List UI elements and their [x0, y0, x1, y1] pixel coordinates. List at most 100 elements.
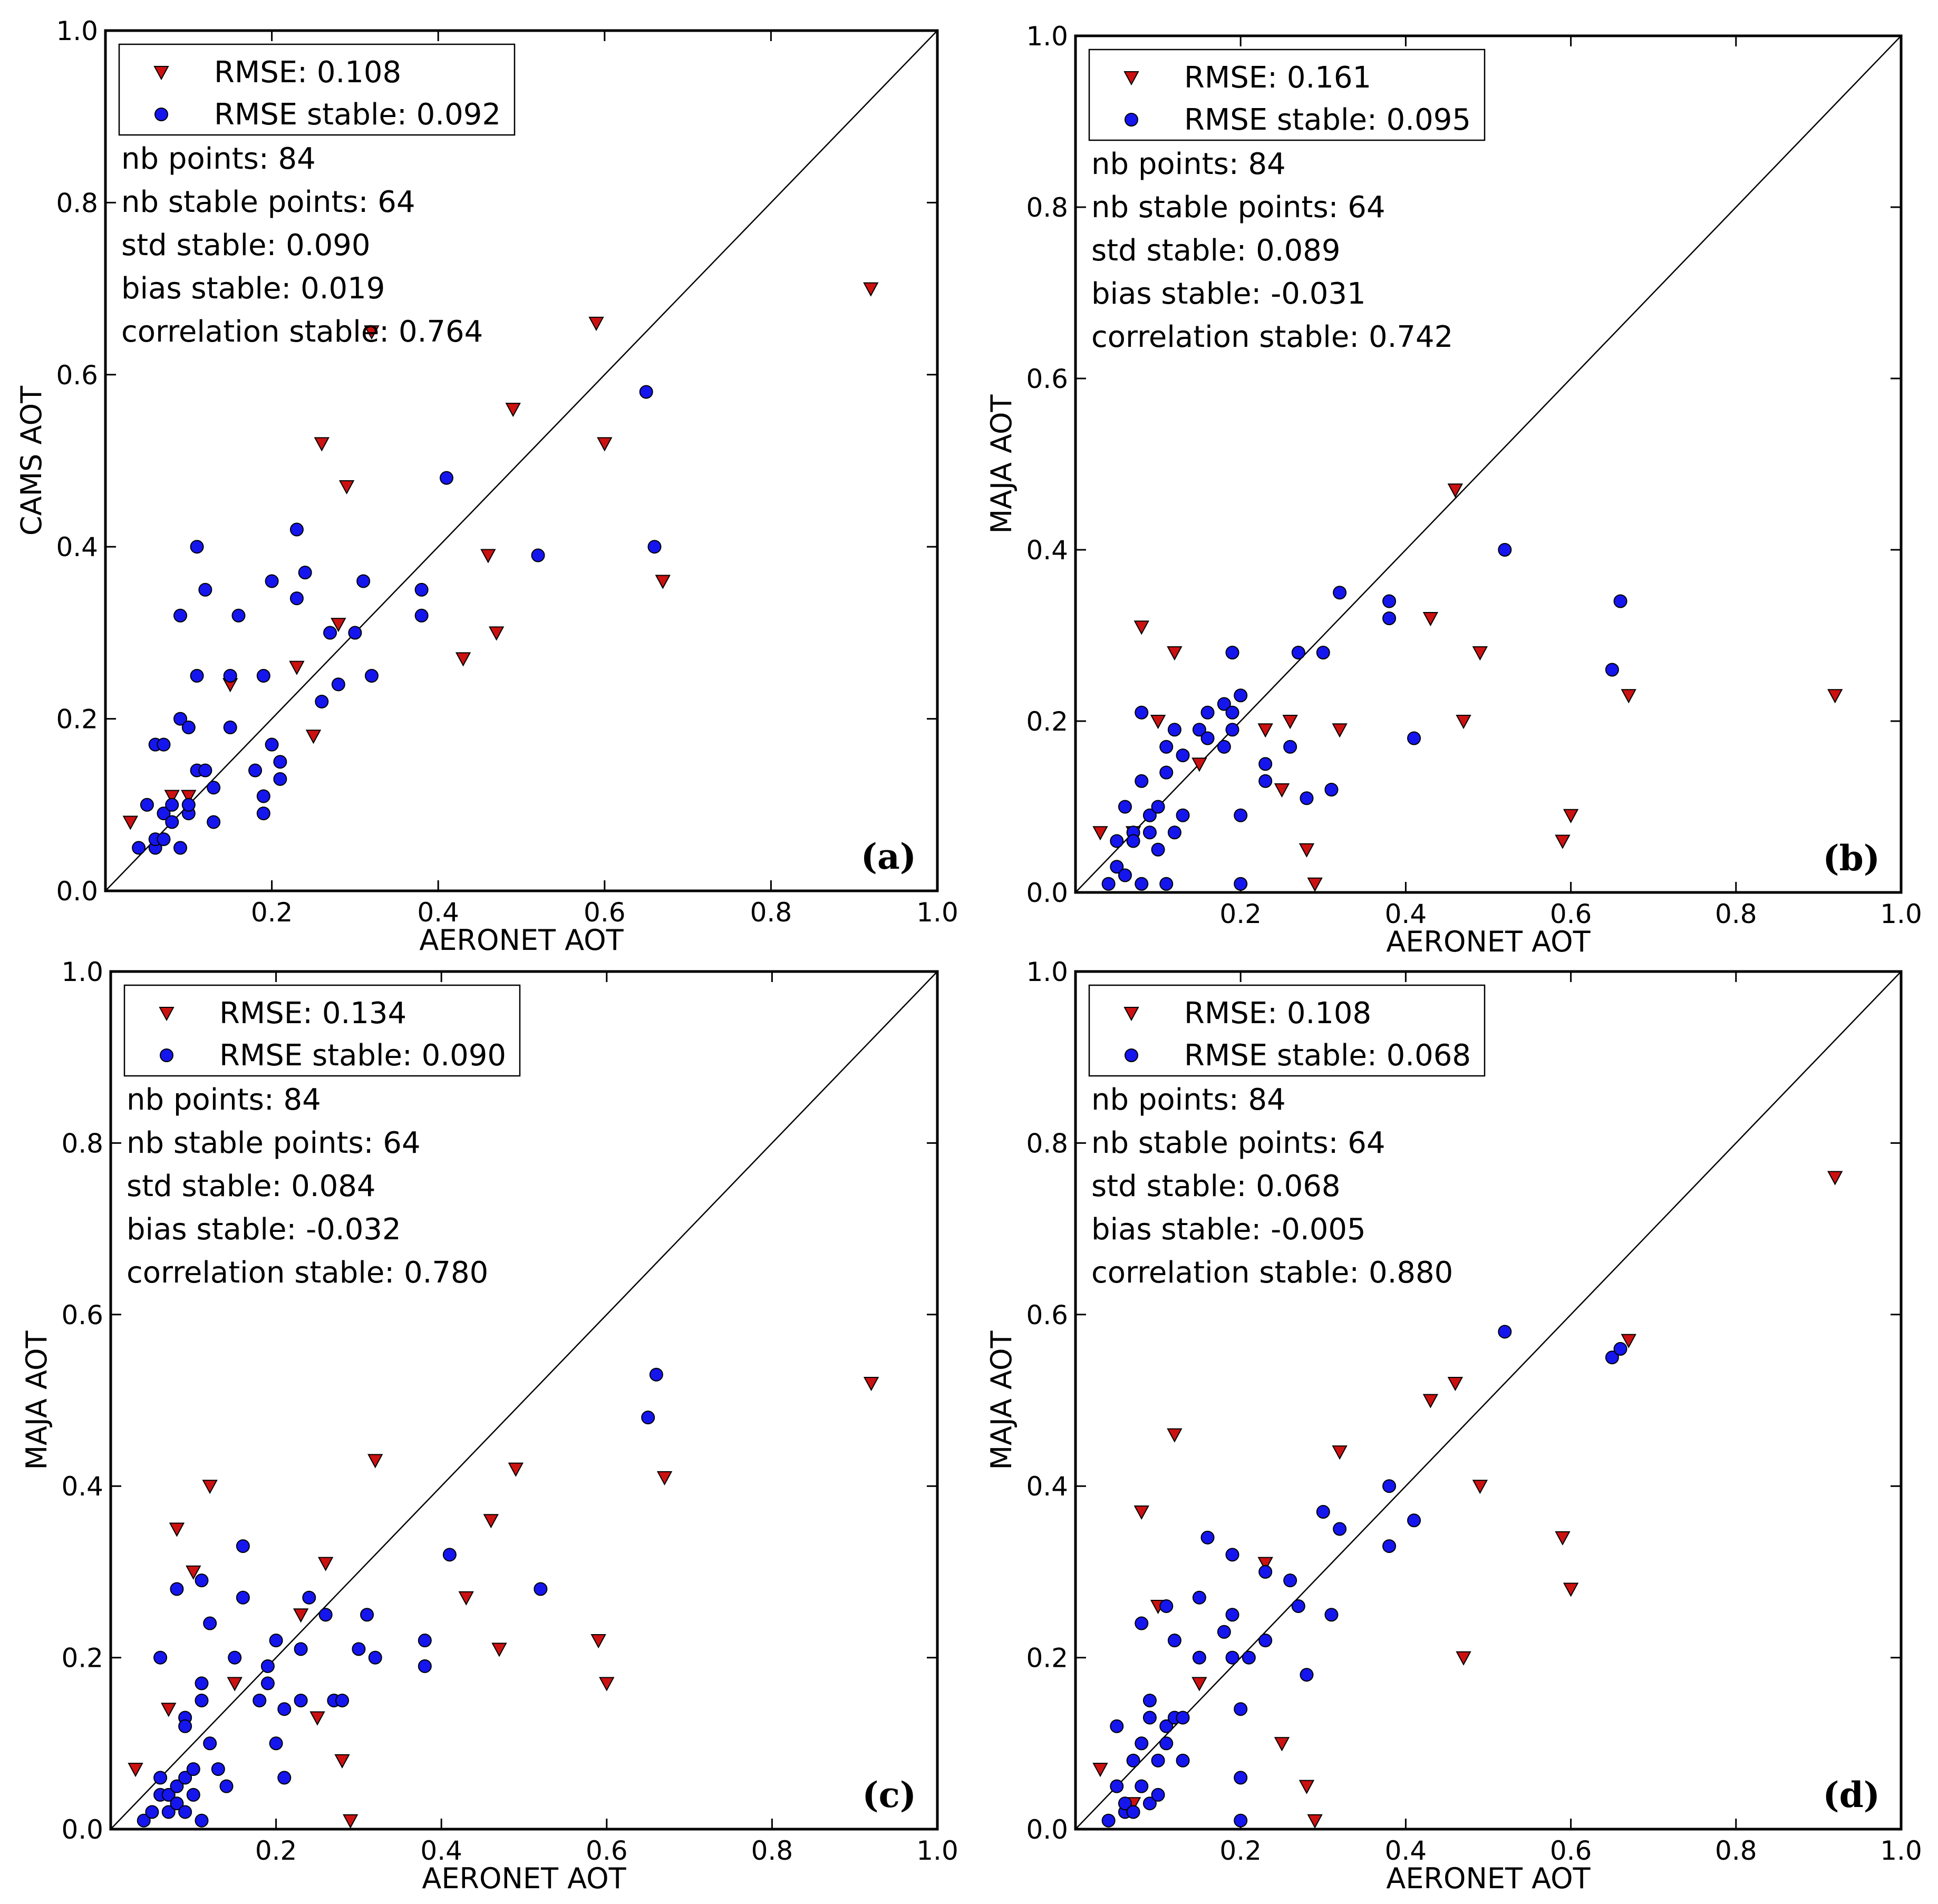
data-point-all — [181, 790, 197, 804]
data-point-stable — [137, 1813, 151, 1828]
data-point-stable — [195, 1813, 209, 1828]
data-point-stable — [1217, 697, 1231, 711]
data-point-all — [1299, 1780, 1315, 1794]
data-point-stable — [170, 1796, 184, 1811]
data-point-all — [1621, 689, 1636, 704]
data-point-stable — [1126, 1753, 1140, 1767]
data-point-stable — [190, 669, 204, 683]
data-point-stable — [356, 574, 371, 588]
data-point-stable — [153, 1650, 168, 1665]
stats-line: std stable: 0.089 — [1091, 234, 1340, 268]
data-point-stable — [1159, 1599, 1174, 1613]
data-point-all — [367, 1454, 383, 1469]
data-point-stable — [190, 540, 204, 554]
y-tick-label: 0.2 — [1026, 1643, 1068, 1674]
y-tick-label: 0.0 — [1026, 1814, 1068, 1845]
x-tick-label: 0.4 — [420, 1835, 462, 1866]
data-point-stable — [323, 626, 337, 640]
data-point-stable — [203, 1616, 217, 1630]
series-all — [128, 1376, 879, 1829]
x-axis-label: AERONET AOT — [1386, 925, 1591, 958]
data-point-stable — [1605, 663, 1619, 677]
data-point-stable — [207, 781, 221, 795]
data-point-stable — [1291, 1599, 1305, 1613]
x-tick-label: 1.0 — [916, 897, 958, 928]
data-point-all — [1123, 1007, 1139, 1022]
legend: RMSE: 0.134 RMSE stable: 0.090 — [123, 984, 521, 1077]
stats-line: nb points: 84 — [127, 1083, 321, 1117]
data-point-all — [1447, 483, 1464, 498]
data-point-all — [1563, 1582, 1579, 1597]
data-point-stable — [1110, 834, 1124, 848]
plot-frame — [109, 970, 939, 1831]
data-point-stable — [1118, 800, 1132, 814]
data-point-stable — [1192, 723, 1206, 737]
x-tick-label: 1.0 — [916, 1835, 958, 1866]
y-tick-label: 1.0 — [1026, 21, 1068, 52]
data-point-stable — [260, 1659, 275, 1673]
stats-line: nb stable points: 64 — [127, 1126, 421, 1160]
stats-line: bias stable: -0.032 — [127, 1212, 401, 1247]
data-point-stable — [1316, 646, 1330, 659]
data-point-all — [1257, 723, 1273, 738]
data-point-stable — [1192, 1650, 1206, 1665]
data-point-stable — [157, 832, 171, 847]
panel-a: 0.2 0.4 0.6 0.8 1.0 0.0 0.2 0.4 0.6 0.8 1.0 AERONET… — [15, 16, 958, 957]
data-point-stable — [534, 1582, 548, 1596]
data-point-stable — [531, 548, 545, 562]
data-point-stable — [1135, 1779, 1149, 1793]
series-stable — [1101, 543, 1627, 891]
data-point-all — [314, 437, 330, 452]
data-point-stable — [1142, 1711, 1157, 1725]
data-point-stable — [1234, 1702, 1248, 1716]
data-point-all — [1257, 1557, 1273, 1571]
y-tick-label: 0.8 — [61, 1128, 103, 1159]
stats-line: std stable: 0.084 — [127, 1169, 375, 1203]
stats-block: nb points: 84 nb stable points: 64 std sta… — [1091, 1083, 1453, 1290]
data-point-all — [1621, 1334, 1636, 1348]
data-point-all — [289, 660, 305, 675]
data-point-stable — [1382, 594, 1397, 608]
stats-line: correlation stable: 0.764 — [121, 315, 483, 349]
data-point-stable — [1300, 1668, 1314, 1682]
data-point-stable — [1613, 594, 1627, 608]
legend-entry-rmse: RMSE: 0.134 — [219, 996, 406, 1031]
data-point-all — [1282, 715, 1298, 730]
data-point-stable — [418, 1659, 432, 1673]
data-point-stable — [165, 815, 179, 829]
data-point-all — [334, 1754, 350, 1769]
data-point-stable — [1151, 800, 1165, 814]
data-point-all — [161, 1703, 177, 1717]
data-point-stable — [132, 841, 146, 855]
data-point-stable — [1217, 1625, 1231, 1639]
stats-line: correlation stable: 0.880 — [1091, 1256, 1453, 1290]
legend-box — [118, 43, 516, 136]
y-tick-label: 0.4 — [61, 1471, 103, 1502]
data-point-stable — [1382, 1539, 1397, 1553]
data-point-stable — [1291, 646, 1305, 659]
data-point-stable — [1324, 1608, 1339, 1622]
data-point-stable — [1234, 1771, 1248, 1785]
x-tick-label: 0.6 — [584, 897, 626, 928]
data-point-stable — [1118, 1796, 1132, 1811]
stats-block: nb points: 84 nb stable points: 64 std sta… — [127, 1083, 488, 1290]
data-point-all — [455, 652, 471, 667]
data-point-all — [1299, 843, 1315, 858]
data-point-stable — [1101, 1813, 1116, 1828]
stats-line: bias stable: -0.031 — [1091, 277, 1366, 311]
data-point-stable — [639, 385, 653, 399]
data-point-stable — [157, 737, 171, 752]
data-point-stable — [161, 1788, 176, 1802]
x-tick-label: 0.4 — [1385, 1835, 1427, 1866]
data-point-stable — [331, 677, 345, 692]
data-point-all — [1332, 723, 1348, 738]
data-point-stable — [1333, 1522, 1347, 1536]
data-point-all — [508, 1462, 524, 1477]
data-point-stable — [1225, 1650, 1239, 1665]
data-point-stable — [1258, 1565, 1273, 1579]
stats-block: nb points: 84 nb stable points: 64 std sta… — [1091, 147, 1453, 354]
plot-frame — [104, 29, 939, 892]
data-point-stable — [1192, 1590, 1206, 1605]
x-tick-label: 0.8 — [1715, 899, 1757, 929]
